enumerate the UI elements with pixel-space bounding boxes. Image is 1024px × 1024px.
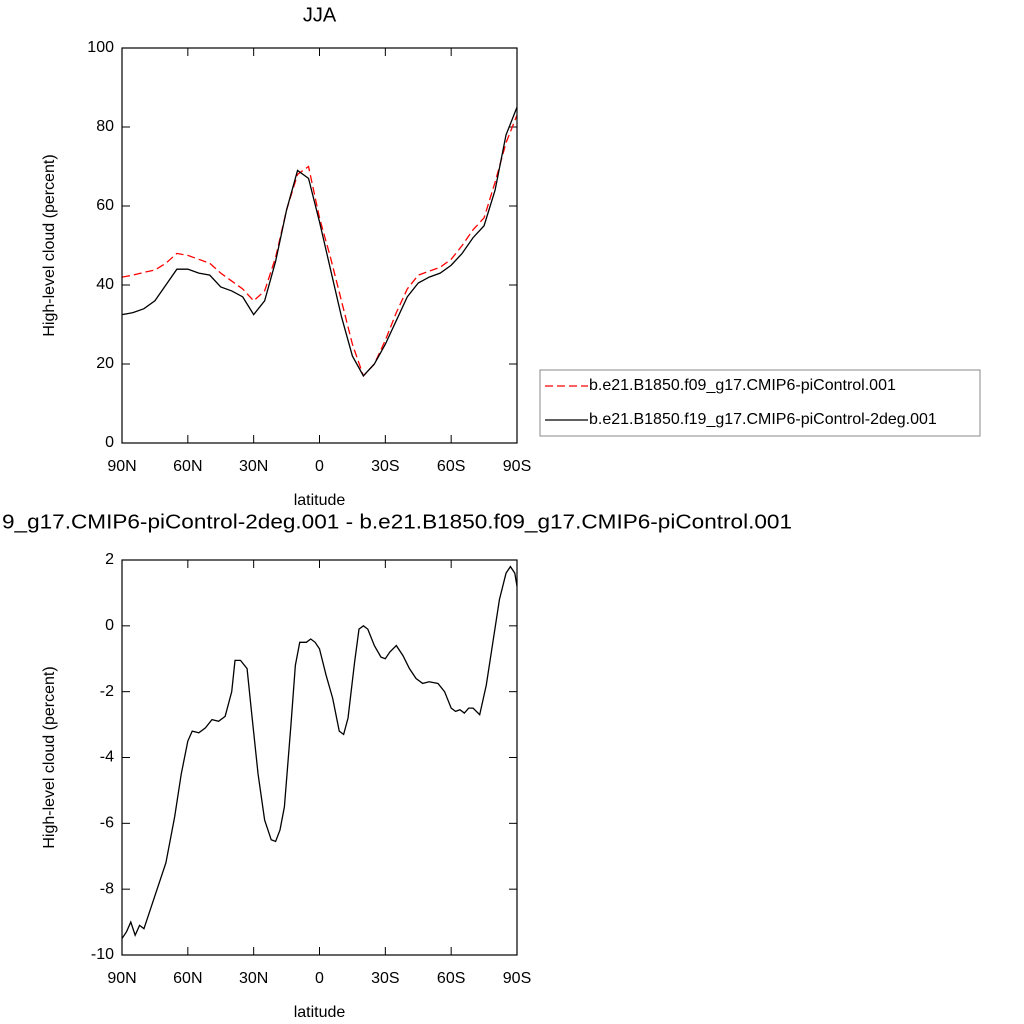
y-tick-label: 20 — [96, 355, 114, 372]
y-tick-label: -8 — [100, 880, 114, 897]
y-tick-label: 80 — [96, 118, 114, 135]
plot-frame — [121, 47, 518, 444]
plot-area — [122, 107, 517, 378]
legend: b.e21.B1850.f09_g17.CMIP6-piControl.001b… — [539, 369, 981, 437]
y-tick-label: 40 — [96, 276, 114, 293]
plot-area — [122, 565, 517, 939]
legend-label: b.e21.B1850.f19_g17.CMIP6-piControl-2deg… — [589, 411, 937, 428]
chart-panel: 9_g17.CMIP6-piControl-2deg.001 - b.e21.B… — [2, 511, 792, 1021]
x-tick-label: 30S — [371, 458, 399, 475]
chart-title: JJA — [303, 4, 337, 26]
y-tick-label: -4 — [100, 749, 114, 766]
x-axis-label: latitude — [294, 492, 346, 509]
y-axis-label: High-level cloud (percent) — [41, 666, 58, 848]
y-tick-label: 100 — [87, 39, 114, 56]
x-tick-label: 90N — [107, 458, 136, 475]
data-line — [122, 114, 517, 378]
y-tick-label: 2 — [105, 551, 114, 568]
legend-box — [539, 369, 981, 437]
x-tick-label: 30N — [239, 970, 268, 987]
chart-panel: JJA latitude High-level cloud (percent) 90N… — [41, 4, 981, 509]
chart-title: 9_g17.CMIP6-piControl-2deg.001 - b.e21.B… — [2, 511, 792, 533]
x-tick-label: 60S — [437, 458, 465, 475]
x-axis-label: latitude — [294, 1004, 346, 1021]
x-tick-label: 90S — [503, 458, 531, 475]
legend-label: b.e21.B1850.f09_g17.CMIP6-piControl.001 — [589, 377, 896, 394]
y-tick-label: 60 — [96, 197, 114, 214]
plot-frame — [121, 559, 518, 956]
y-tick-label: -10 — [91, 946, 114, 963]
x-tick-label: 0 — [315, 458, 324, 475]
x-tick-label: 60N — [173, 458, 202, 475]
data-line — [122, 565, 517, 939]
y-tick-label: 0 — [105, 617, 114, 634]
x-tick-label: 90N — [107, 970, 136, 987]
y-tick-label: -2 — [100, 683, 114, 700]
x-tick-label: 60N — [173, 970, 202, 987]
x-tick-label: 30N — [239, 458, 268, 475]
y-axis-label: High-level cloud (percent) — [41, 154, 58, 336]
data-line — [122, 107, 517, 377]
y-tick-label: -6 — [100, 815, 114, 832]
x-tick-label: 90S — [503, 970, 531, 987]
x-tick-label: 0 — [315, 970, 324, 987]
x-tick-label: 30S — [371, 970, 399, 987]
x-tick-label: 60S — [437, 970, 465, 987]
y-tick-label: 0 — [105, 434, 114, 451]
